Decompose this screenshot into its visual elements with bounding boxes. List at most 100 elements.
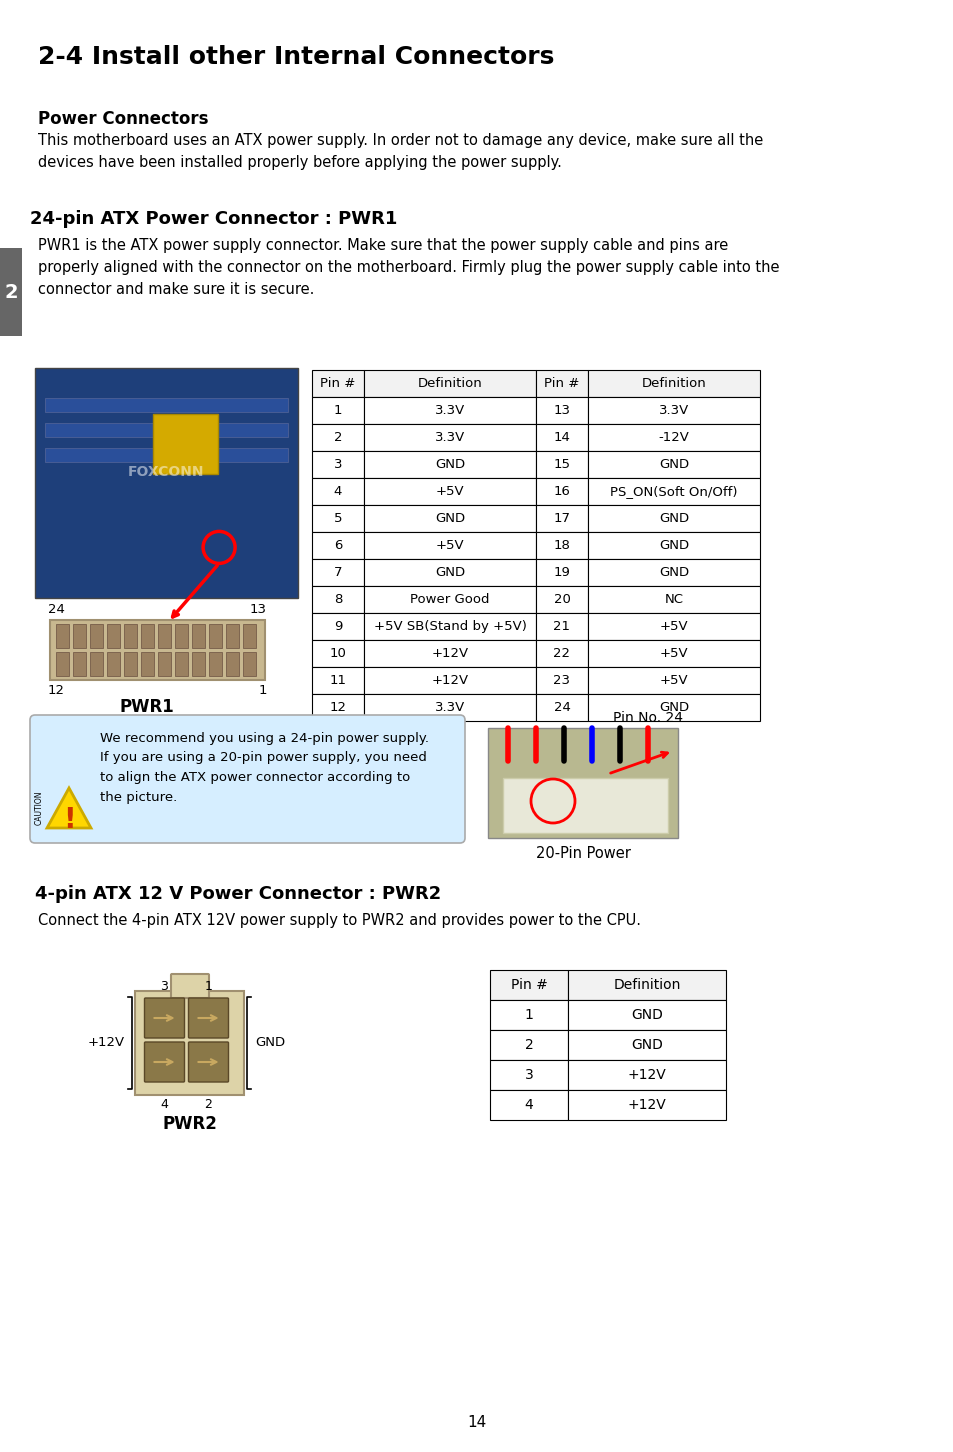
Bar: [364, 559, 536, 587]
Text: GND: GND: [659, 513, 688, 526]
Bar: [73, 624, 86, 648]
Bar: [209, 624, 222, 648]
Text: 20: 20: [553, 592, 570, 605]
Bar: [243, 652, 255, 677]
FancyBboxPatch shape: [171, 974, 209, 998]
Text: 7: 7: [334, 566, 342, 579]
Bar: [536, 559, 587, 587]
Text: 4-pin ATX 12 V Power Connector : PWR2: 4-pin ATX 12 V Power Connector : PWR2: [35, 886, 441, 903]
Text: +5V: +5V: [436, 539, 464, 552]
Text: GND: GND: [659, 701, 688, 714]
Text: Pin #: Pin #: [544, 378, 579, 391]
Text: 3.3V: 3.3V: [659, 404, 688, 417]
Text: GND: GND: [659, 539, 688, 552]
Bar: [364, 452, 536, 478]
Bar: [50, 620, 265, 680]
Bar: [312, 587, 364, 613]
Bar: [158, 624, 171, 648]
Bar: [226, 652, 239, 677]
Text: +5V: +5V: [436, 485, 464, 498]
FancyBboxPatch shape: [144, 998, 184, 1038]
Text: !: !: [63, 806, 75, 833]
Text: 1: 1: [334, 404, 342, 417]
Polygon shape: [47, 788, 91, 828]
Bar: [536, 505, 587, 531]
Bar: [56, 624, 69, 648]
Text: 5: 5: [334, 513, 342, 526]
Bar: [490, 1090, 567, 1119]
Bar: [536, 666, 587, 694]
Bar: [587, 613, 760, 640]
Bar: [587, 666, 760, 694]
Bar: [490, 1000, 567, 1029]
Bar: [587, 694, 760, 722]
Text: GND: GND: [255, 1037, 285, 1050]
Text: 1: 1: [204, 980, 213, 993]
Bar: [312, 531, 364, 559]
Text: PWR1: PWR1: [119, 698, 174, 716]
Text: 12: 12: [329, 701, 346, 714]
Bar: [312, 396, 364, 424]
Text: 3.3V: 3.3V: [435, 404, 465, 417]
Text: 11: 11: [329, 674, 346, 687]
Text: 18: 18: [553, 539, 570, 552]
Bar: [536, 640, 587, 666]
Text: 24-pin ATX Power Connector : PWR1: 24-pin ATX Power Connector : PWR1: [30, 211, 397, 228]
Bar: [90, 652, 103, 677]
Text: 20-Pin Power: 20-Pin Power: [535, 847, 630, 861]
Bar: [364, 478, 536, 505]
Text: 4: 4: [160, 1098, 169, 1111]
Bar: [45, 449, 288, 462]
Bar: [364, 396, 536, 424]
Bar: [90, 624, 103, 648]
Bar: [45, 423, 288, 437]
Bar: [0, 248, 22, 335]
Text: 8: 8: [334, 592, 342, 605]
Text: 3: 3: [524, 1069, 533, 1082]
Text: +12V: +12V: [431, 648, 468, 661]
Bar: [124, 652, 137, 677]
Bar: [312, 613, 364, 640]
Text: 23: 23: [553, 674, 570, 687]
Text: 2: 2: [334, 431, 342, 444]
Bar: [587, 505, 760, 531]
Bar: [192, 624, 205, 648]
FancyBboxPatch shape: [30, 714, 464, 844]
Bar: [587, 531, 760, 559]
Text: 16: 16: [553, 485, 570, 498]
Bar: [490, 1029, 567, 1060]
Bar: [174, 652, 188, 677]
FancyBboxPatch shape: [135, 992, 244, 1095]
Bar: [536, 396, 587, 424]
Text: 15: 15: [553, 457, 570, 470]
Text: Pin #: Pin #: [510, 979, 547, 992]
Bar: [312, 370, 364, 396]
Text: 14: 14: [553, 431, 570, 444]
Bar: [56, 652, 69, 677]
Text: GND: GND: [659, 457, 688, 470]
Bar: [364, 640, 536, 666]
Text: 2-4 Install other Internal Connectors: 2-4 Install other Internal Connectors: [38, 45, 554, 70]
Bar: [35, 367, 297, 598]
Bar: [587, 424, 760, 452]
Bar: [312, 694, 364, 722]
Text: -12V: -12V: [658, 431, 689, 444]
Text: 2: 2: [4, 283, 18, 302]
Bar: [536, 424, 587, 452]
Text: We recommend you using a 24-pin power supply.
If you are using a 20-pin power su: We recommend you using a 24-pin power su…: [100, 732, 429, 803]
Bar: [107, 624, 120, 648]
Text: 2: 2: [524, 1038, 533, 1053]
Text: 10: 10: [329, 648, 346, 661]
Bar: [364, 424, 536, 452]
Text: This motherboard uses an ATX power supply. In order not to damage any device, ma: This motherboard uses an ATX power suppl…: [38, 134, 762, 170]
Bar: [490, 970, 567, 1000]
Text: GND: GND: [630, 1008, 662, 1022]
Bar: [536, 694, 587, 722]
Text: Power Good: Power Good: [410, 592, 489, 605]
Text: 14: 14: [467, 1416, 486, 1430]
Text: 2: 2: [204, 1098, 213, 1111]
Text: PS_ON(Soft On/Off): PS_ON(Soft On/Off): [610, 485, 737, 498]
Text: FOXCONN: FOXCONN: [128, 465, 205, 479]
Bar: [141, 624, 153, 648]
Bar: [536, 452, 587, 478]
